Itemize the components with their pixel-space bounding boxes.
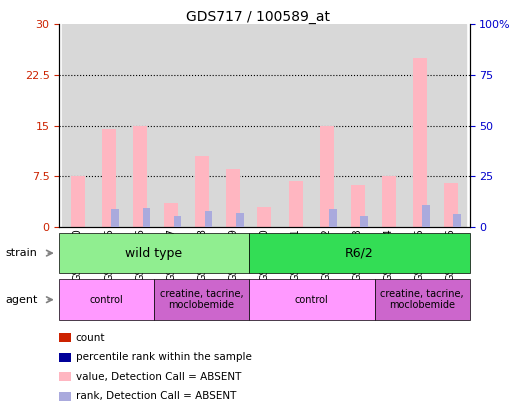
Bar	[373, 24, 405, 227]
Bar	[227, 169, 240, 227]
Bar	[413, 58, 427, 227]
Text: wild type: wild type	[125, 247, 183, 260]
Text: creatine, tacrine,
moclobemide: creatine, tacrine, moclobemide	[159, 289, 243, 311]
Text: count: count	[76, 333, 105, 343]
Bar	[405, 24, 436, 227]
Bar	[422, 205, 430, 227]
Text: control: control	[90, 295, 123, 305]
Bar	[351, 185, 365, 227]
Bar	[436, 24, 466, 227]
Text: GDS717 / 100589_at: GDS717 / 100589_at	[186, 10, 330, 24]
Bar	[319, 126, 334, 227]
Bar	[142, 207, 150, 227]
Text: value, Detection Call = ABSENT: value, Detection Call = ABSENT	[76, 372, 241, 382]
Bar	[173, 216, 182, 227]
Bar	[444, 183, 458, 227]
Bar	[62, 24, 93, 227]
Text: agent: agent	[5, 295, 38, 305]
Bar	[454, 214, 461, 227]
Bar	[111, 209, 119, 227]
Bar	[360, 216, 368, 227]
Bar	[342, 24, 373, 227]
Text: rank, Detection Call = ABSENT: rank, Detection Call = ABSENT	[76, 391, 236, 401]
Bar	[382, 176, 396, 227]
Bar	[280, 24, 311, 227]
Bar	[218, 24, 249, 227]
Bar	[124, 24, 156, 227]
Bar	[187, 24, 218, 227]
Bar	[195, 156, 209, 227]
Bar	[288, 181, 302, 227]
Text: control: control	[295, 295, 329, 305]
Bar	[71, 176, 85, 227]
Bar	[93, 24, 124, 227]
Bar	[311, 24, 342, 227]
Bar	[257, 207, 271, 227]
Text: strain: strain	[5, 248, 37, 258]
Text: R6/2: R6/2	[345, 247, 374, 260]
Text: percentile rank within the sample: percentile rank within the sample	[76, 352, 252, 362]
Bar	[329, 209, 337, 227]
Bar	[133, 126, 147, 227]
Bar	[102, 129, 116, 227]
Bar	[164, 203, 178, 227]
Bar	[236, 213, 244, 227]
Bar	[205, 211, 213, 227]
Bar	[156, 24, 187, 227]
Text: creatine, tacrine,
moclobemide: creatine, tacrine, moclobemide	[380, 289, 464, 311]
Bar	[249, 24, 280, 227]
